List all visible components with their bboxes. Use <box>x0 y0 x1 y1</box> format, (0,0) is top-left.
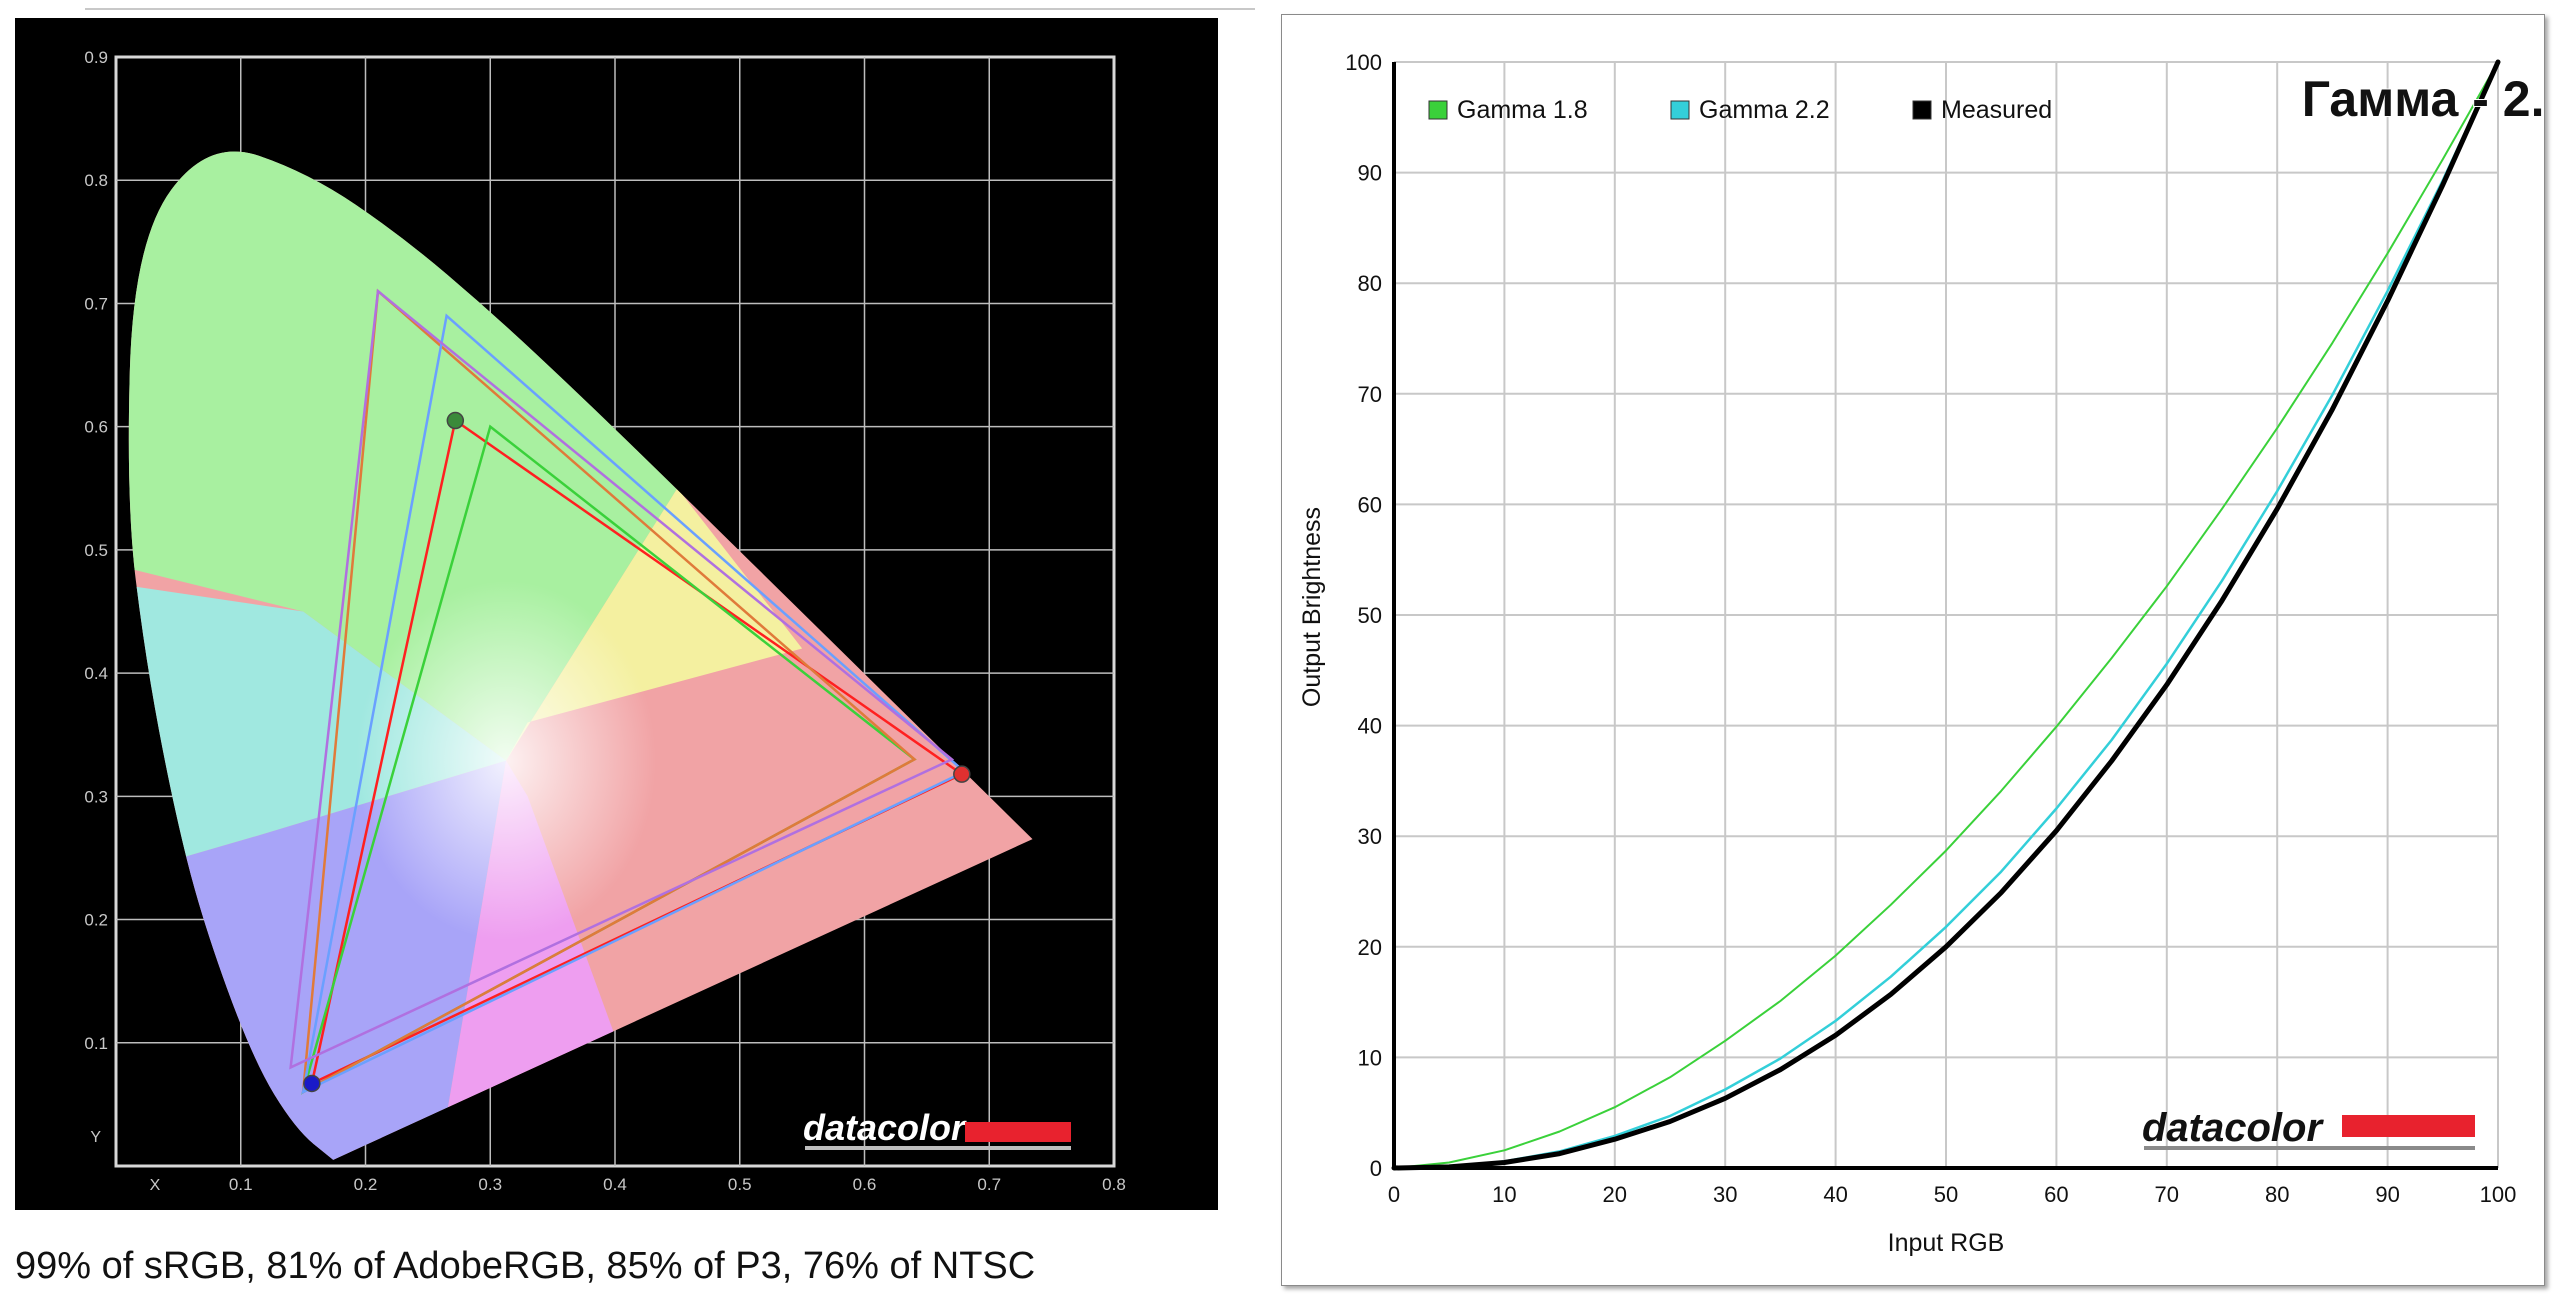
grid <box>1392 61 2499 1170</box>
legend-swatch <box>1670 100 1690 120</box>
x-tick-label: 0 <box>1388 1182 1400 1207</box>
legend-swatch <box>1428 100 1448 120</box>
y-tick-labels: 0.1 0.2 0.3 0.4 0.5 0.6 0.7 0.8 0.9 <box>84 48 108 1053</box>
datacolor-logo: datacolor <box>803 1107 1071 1150</box>
y-tick-label: 90 <box>1358 161 1382 186</box>
x-tick-label: 0.5 <box>728 1175 752 1194</box>
x-tick-labels: 0.1 0.2 0.3 0.4 0.5 0.6 0.7 0.8 <box>229 1175 1126 1194</box>
x-tick-label: 40 <box>1823 1182 1847 1207</box>
y-tick-label: 0.1 <box>84 1034 108 1053</box>
x-tick-label: 90 <box>2375 1182 2399 1207</box>
y-tick-label: 0.3 <box>84 787 108 806</box>
x-axis-letter: X <box>150 1177 161 1194</box>
legend-item-measured: Measured <box>1912 96 2052 124</box>
x-tick-label: 0.4 <box>603 1175 627 1194</box>
y-tick-label: 0.7 <box>84 294 108 313</box>
x-tick-label: 0.6 <box>853 1175 877 1194</box>
y-tick-label: 0.2 <box>84 911 108 930</box>
x-tick-label: 10 <box>1492 1182 1516 1207</box>
x-tick-label: 0.8 <box>1102 1175 1126 1194</box>
gamut-triangles <box>289 288 967 1095</box>
series-lines <box>1391 59 2501 1171</box>
y-tick-label: 10 <box>1358 1045 1382 1070</box>
x-tick-label: 0.2 <box>354 1175 378 1194</box>
y-tick-label: 0.5 <box>84 541 108 560</box>
x-tick-label: 80 <box>2265 1182 2289 1207</box>
chart-title: Гамма - 2.4 <box>2302 71 2544 127</box>
cie-diagram-panel: 0.1 0.2 0.3 0.4 0.5 0.6 0.7 0.8 0.1 0.2 0.3 0.4 0.5… <box>15 18 1218 1210</box>
gamut-triangle <box>301 288 917 1095</box>
x-axis-label: Input RGB <box>1888 1229 2005 1257</box>
gamut-coverage-caption: 99% of sRGB, 81% of AdobeRGB, 85% of P3,… <box>15 1245 1036 1287</box>
primary-point <box>953 765 971 783</box>
y-tick-label: 70 <box>1358 382 1382 407</box>
legend: Gamma 1.8 Gamma 2.2 Measured <box>1428 96 2052 124</box>
logo-bar <box>2342 1115 2475 1137</box>
legend-label: Gamma 1.8 <box>1457 96 1588 124</box>
gamut-triangle <box>289 288 955 1070</box>
legend-label: Gamma 2.2 <box>1699 96 1830 124</box>
datacolor-logo: datacolor <box>2142 1106 2475 1150</box>
logo-text: datacolor <box>803 1107 967 1148</box>
x-tick-label: 20 <box>1603 1182 1627 1207</box>
series-line-measured <box>1391 59 2501 1171</box>
x-tick-label: 0.1 <box>229 1175 253 1194</box>
legend-item-gamma-1-8: Gamma 1.8 <box>1428 96 1588 124</box>
cie-diagram: 0.1 0.2 0.3 0.4 0.5 0.6 0.7 0.8 0.1 0.2 0.3 0.4 0.5… <box>84 48 1126 1194</box>
y-tick-label: 60 <box>1358 492 1382 517</box>
y-tick-label: 100 <box>1345 50 1382 75</box>
series-line-gamma-1-8 <box>1393 61 2499 1169</box>
x-tick-labels: 0 10 20 30 40 50 60 70 80 90 100 <box>1388 1182 2516 1207</box>
y-axis-letter: Y <box>90 1129 101 1146</box>
y-tick-label: 0.6 <box>84 418 108 437</box>
gamut-triangle <box>301 313 967 1095</box>
logo-text: datacolor <box>2142 1106 2324 1150</box>
logo-bar <box>965 1122 1071 1142</box>
legend-swatch <box>1912 100 1932 120</box>
y-tick-label: 80 <box>1358 271 1382 296</box>
y-tick-labels: 0 10 20 30 40 50 60 70 80 90 100 <box>1345 50 1382 1181</box>
y-tick-label: 0.9 <box>84 48 108 67</box>
x-tick-label: 100 <box>2480 1182 2517 1207</box>
y-tick-label: 50 <box>1358 603 1382 628</box>
y-tick-label: 0 <box>1370 1156 1382 1181</box>
spectral-locus-fill <box>128 151 1033 1160</box>
legend-item-gamma-2-2: Gamma 2.2 <box>1670 96 1830 124</box>
y-tick-label: 0.4 <box>84 664 108 683</box>
y-tick-label: 0.8 <box>84 171 108 190</box>
x-tick-label: 50 <box>1934 1182 1958 1207</box>
measured-primaries <box>303 411 971 1093</box>
y-tick-label: 40 <box>1358 714 1382 739</box>
logo-underline <box>2144 1146 2475 1150</box>
logo-underline <box>805 1146 1071 1150</box>
legend-label: Measured <box>1941 96 2052 124</box>
gamma-chart-panel: 0 10 20 30 40 50 60 70 80 90 100 0 10 20 30 40 50 60 70 80… <box>1281 14 2560 1286</box>
primary-point <box>303 1074 321 1093</box>
y-tick-label: 30 <box>1358 824 1382 849</box>
x-tick-label: 30 <box>1713 1182 1737 1207</box>
x-tick-label: 0.7 <box>977 1175 1001 1194</box>
gamma-chart: 0 10 20 30 40 50 60 70 80 90 100 0 10 20 30 40 50 60 70 80… <box>1298 50 2560 1257</box>
x-tick-label: 70 <box>2155 1182 2179 1207</box>
y-tick-label: 20 <box>1358 935 1382 960</box>
x-tick-label: 0.3 <box>478 1175 502 1194</box>
x-tick-label: 60 <box>2044 1182 2068 1207</box>
primary-point <box>446 411 465 430</box>
top-rule <box>85 8 1255 10</box>
y-axis-label: Output Brightness <box>1298 507 1326 707</box>
